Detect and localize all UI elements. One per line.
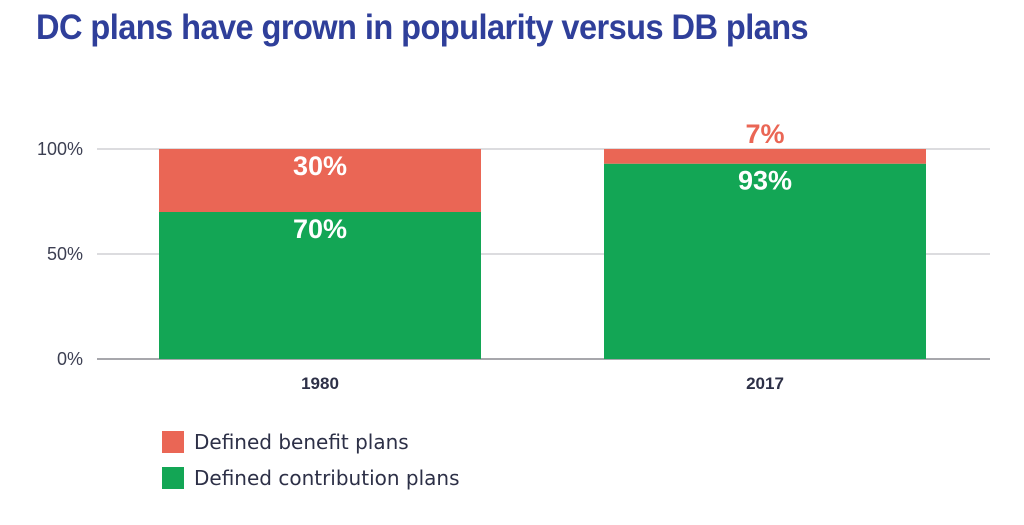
bar-defined-benefit-1980 bbox=[159, 149, 481, 212]
legend-label-defined-contribution: Defined contribution plans bbox=[194, 466, 460, 490]
x-category-label: 1980 bbox=[301, 374, 339, 393]
bar-defined-contribution-2017 bbox=[604, 163, 926, 359]
legend-swatch-defined-contribution bbox=[162, 467, 184, 489]
y-tick-label: 100% bbox=[37, 139, 83, 159]
data-label-defined-contribution-2017: 93% bbox=[738, 166, 792, 196]
data-label-defined-benefit-1980: 30% bbox=[293, 151, 347, 181]
legend: Defined benefit plans Defined contributi… bbox=[162, 424, 460, 496]
legend-item-defined-contribution: Defined contribution plans bbox=[162, 460, 460, 496]
bar-defined-contribution-1980 bbox=[159, 212, 481, 359]
chart-title: DC plans have grown in popularity versus… bbox=[36, 8, 809, 47]
data-label-defined-benefit-2017: 7% bbox=[745, 119, 784, 149]
y-tick-label: 50% bbox=[47, 244, 83, 264]
y-tick-label: 0% bbox=[57, 349, 83, 369]
legend-swatch-defined-benefit bbox=[162, 431, 184, 453]
bar-defined-benefit-2017 bbox=[604, 149, 926, 164]
x-category-label: 2017 bbox=[746, 374, 784, 393]
legend-label-defined-benefit: Defined benefit plans bbox=[194, 430, 409, 454]
data-label-defined-contribution-1980: 70% bbox=[293, 214, 347, 244]
legend-item-defined-benefit: Defined benefit plans bbox=[162, 424, 460, 460]
